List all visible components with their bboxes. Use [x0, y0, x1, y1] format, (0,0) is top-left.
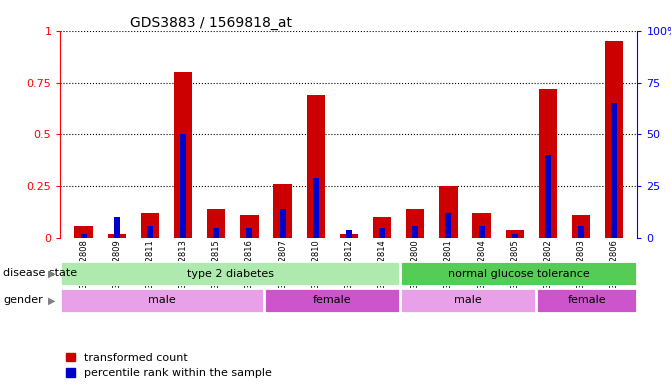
Bar	[512, 234, 518, 238]
Bar	[60, 261, 400, 286]
Bar	[578, 226, 584, 238]
Bar	[572, 215, 590, 238]
Bar	[478, 226, 484, 238]
Bar	[373, 217, 391, 238]
Text: male: male	[148, 295, 176, 306]
Bar	[605, 41, 623, 238]
Bar	[213, 228, 219, 238]
Text: gender: gender	[3, 295, 43, 305]
Bar	[313, 178, 319, 238]
Bar	[147, 226, 153, 238]
Bar	[107, 234, 126, 238]
Legend: transformed count, percentile rank within the sample: transformed count, percentile rank withi…	[66, 353, 272, 379]
Bar	[114, 217, 119, 238]
Bar	[545, 155, 551, 238]
Text: ▶: ▶	[48, 295, 55, 305]
Bar	[412, 226, 418, 238]
Bar	[535, 288, 637, 313]
Bar	[60, 288, 264, 313]
Bar	[274, 184, 292, 238]
Text: type 2 diabetes: type 2 diabetes	[187, 268, 274, 279]
Bar	[81, 234, 87, 238]
Bar	[280, 209, 286, 238]
Bar	[74, 226, 93, 238]
Bar	[246, 228, 252, 238]
Bar	[440, 186, 458, 238]
Bar	[506, 230, 524, 238]
Bar	[174, 72, 192, 238]
Bar	[446, 213, 452, 238]
Text: normal glucose tolerance: normal glucose tolerance	[448, 268, 590, 279]
Bar	[400, 288, 535, 313]
Bar	[539, 89, 557, 238]
Text: female: female	[313, 295, 351, 306]
Bar	[406, 209, 424, 238]
Bar	[611, 103, 617, 238]
Text: disease state: disease state	[3, 268, 77, 278]
Text: ▶: ▶	[48, 268, 55, 278]
Text: female: female	[567, 295, 606, 306]
Text: male: male	[454, 295, 482, 306]
Bar	[240, 215, 258, 238]
Bar	[141, 213, 159, 238]
Bar	[207, 209, 225, 238]
Bar	[340, 234, 358, 238]
Bar	[379, 228, 385, 238]
Bar	[346, 230, 352, 238]
Bar	[180, 134, 186, 238]
Bar	[307, 95, 325, 238]
Text: GDS3883 / 1569818_at: GDS3883 / 1569818_at	[130, 16, 292, 30]
Bar	[400, 261, 637, 286]
Bar	[472, 213, 491, 238]
Bar	[264, 288, 400, 313]
